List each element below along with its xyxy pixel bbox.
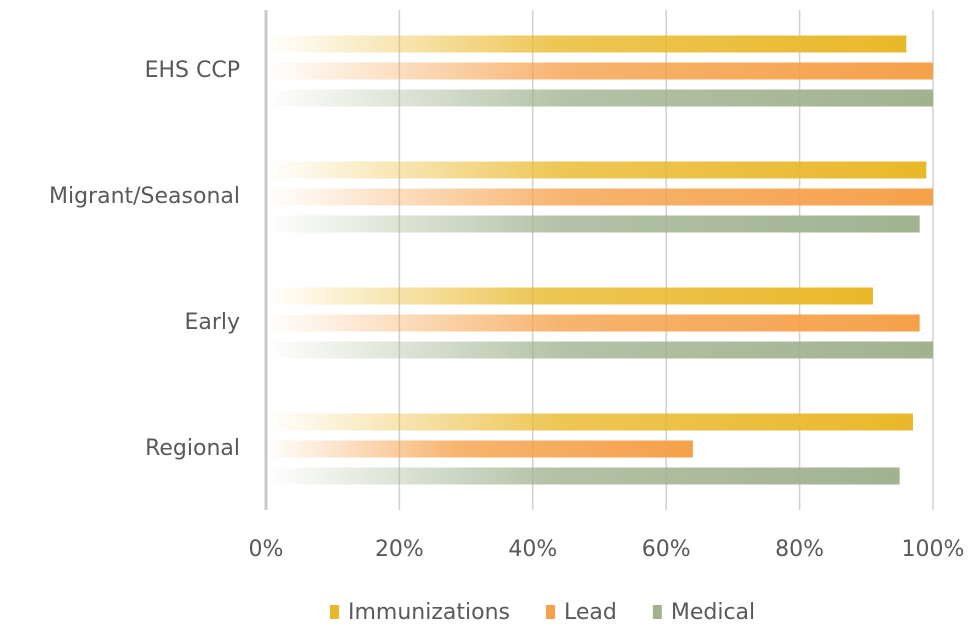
bar [266,35,907,53]
bar [266,215,920,233]
x-tick-label: 100% [902,537,965,562]
bar [266,188,933,206]
x-tick-label: 60% [642,537,691,562]
bar [266,287,873,305]
legend-label: Medical [671,600,755,625]
legend-marker [652,605,662,619]
y-tick-label: Migrant/Seasonal [49,184,240,209]
x-tick-label: 20% [375,537,424,562]
x-tick-label: 40% [508,537,557,562]
y-tick-label: Early [184,310,240,335]
legend-label: Immunizations [348,600,510,625]
legend-marker [545,605,555,619]
bar [266,440,693,458]
y-tick-label: Regional [145,436,240,461]
bar [266,413,913,431]
bar [266,89,933,107]
x-tick-label: 80% [775,537,824,562]
x-tick-label: 0% [249,537,284,562]
bar [266,62,933,80]
legend-marker [330,605,339,619]
bar [266,161,927,179]
y-tick-label: EHS CCP [145,58,240,83]
bar [266,314,920,332]
bar [266,467,900,485]
bar [266,341,933,359]
legend-label: Lead [564,600,617,625]
